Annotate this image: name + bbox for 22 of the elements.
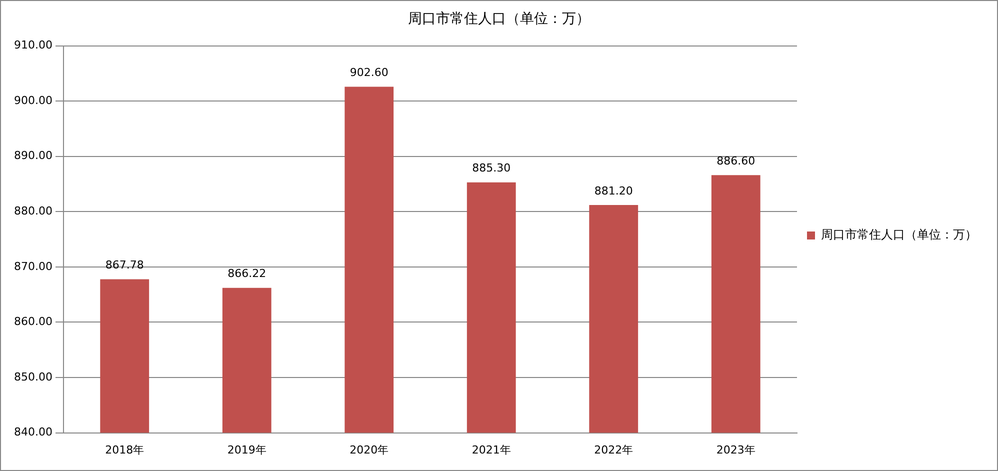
y-tick-label: 910.00 [14,38,52,52]
chart-title: 周口市常住人口（单位：万） [408,11,590,28]
y-tick-label: 850.00 [14,370,52,384]
x-tick-label: 2018年 [105,443,144,456]
y-tick-label: 870.00 [14,260,52,273]
y-tick-label: 840.00 [14,426,52,439]
data-label: 866.22 [228,267,266,280]
y-tick-label: 860.00 [14,315,52,328]
x-tick-label: 2022年 [594,443,634,456]
y-tick-label: 880.00 [14,204,52,218]
y-tick-label: 900.00 [14,94,52,107]
data-label: 902.60 [350,66,388,80]
data-label: 881.20 [594,184,633,198]
data-label: 867.78 [105,258,144,272]
x-tick-label: 2023年 [716,443,756,456]
y-tick-label: 890.00 [14,149,52,162]
legend-label: 周口市常住人口（单位：万） [821,228,977,242]
x-tick-label: 2021年 [472,443,511,456]
data-label: 885.30 [472,162,511,175]
data-label: 886.60 [716,154,756,168]
x-tick-label: 2020年 [350,443,389,456]
x-tick-label: 2019年 [227,443,266,456]
